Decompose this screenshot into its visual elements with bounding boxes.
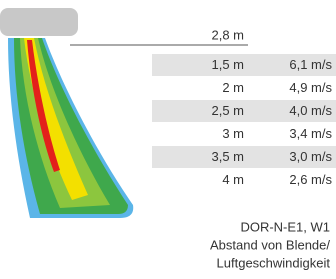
speed-cell: 3,4 m/s	[289, 126, 332, 141]
caption-line: Abstand von Blende/	[210, 237, 330, 252]
caption-line: Luftgeschwindigkeit	[217, 255, 331, 270]
speed-cell: 3,0 m/s	[289, 149, 332, 164]
air-plume	[8, 38, 133, 218]
caption-line: DOR-N-E1, W1	[240, 219, 330, 234]
distance-cell: 1,5 m	[211, 57, 244, 72]
distance-cell: 3,5 m	[211, 149, 244, 164]
outlet	[0, 8, 78, 36]
header-distance: 2,8 m	[211, 27, 244, 42]
speed-cell: 2,6 m/s	[289, 172, 332, 187]
distance-cell: 2,5 m	[211, 103, 244, 118]
distance-cell: 2 m	[222, 80, 244, 95]
speed-cell: 6,1 m/s	[289, 57, 332, 72]
speed-cell: 4,0 m/s	[289, 103, 332, 118]
speed-cell: 4,9 m/s	[289, 80, 332, 95]
distance-cell: 3 m	[222, 126, 244, 141]
table: 1,5 m 6,1 m/s 2 m 4,9 m/s 2,5 m 4,0 m/s 3 m 3,4…	[152, 54, 336, 187]
diagram: 2,8 m 1,5 m 6,1 m/s 2 m 4,9 m/s 2,5 m 4,0 m/s…	[0, 0, 336, 279]
distance-cell: 4 m	[222, 172, 244, 187]
